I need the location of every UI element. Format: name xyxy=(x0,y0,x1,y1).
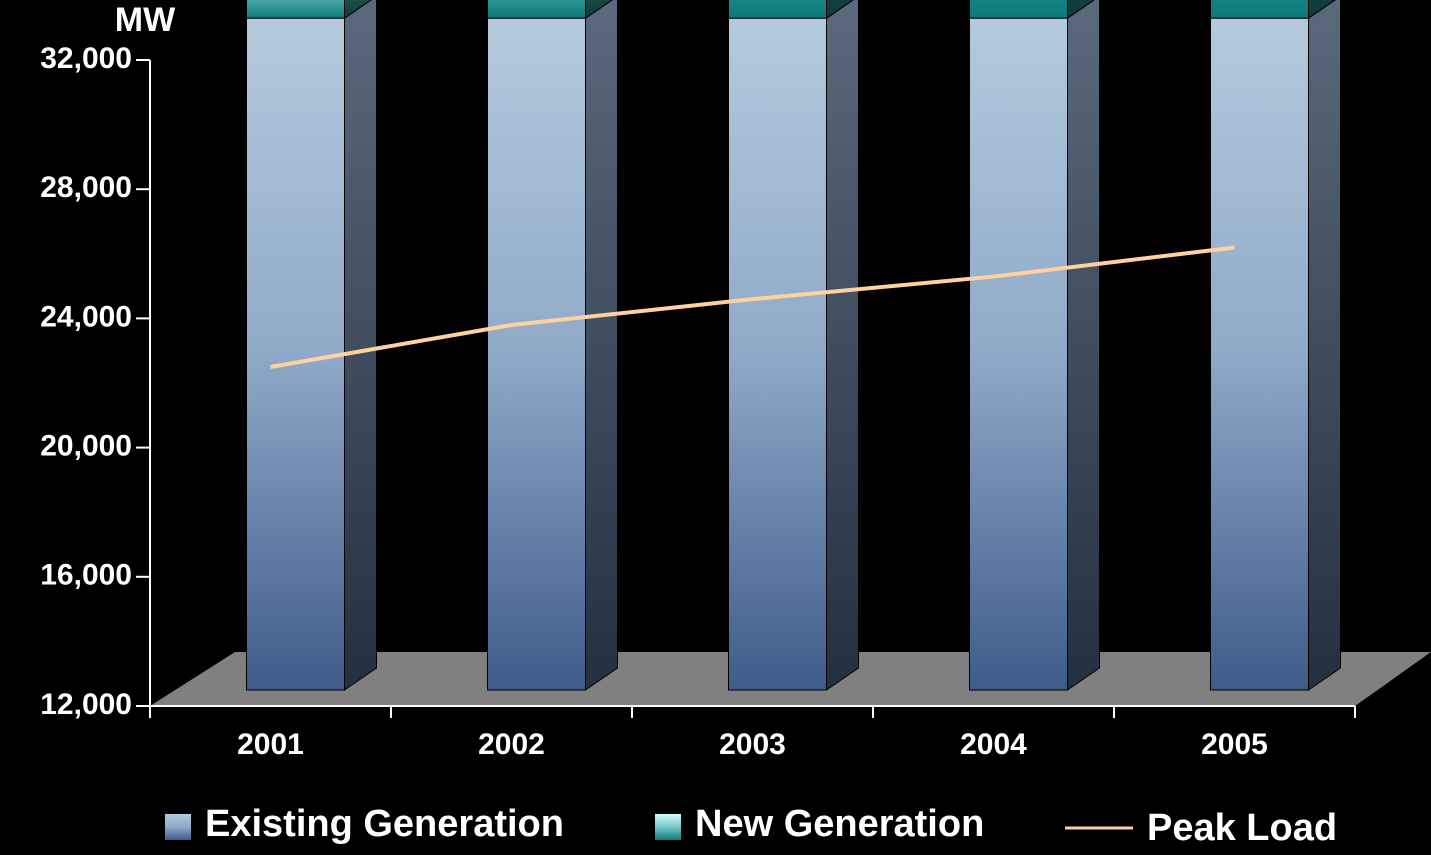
bar xyxy=(1210,17,1309,691)
y-tick-label: 32,000 xyxy=(40,42,132,75)
bar xyxy=(487,17,586,691)
x-tick-label: 2004 xyxy=(960,728,1027,761)
y-tick-label: 28,000 xyxy=(40,171,132,204)
bar-side xyxy=(1308,0,1341,691)
line xyxy=(270,245,1235,369)
x-tick-label: 2005 xyxy=(1201,728,1268,761)
y-tick-label: 16,000 xyxy=(40,559,132,592)
legend-label: Peak Load xyxy=(1147,807,1337,849)
bar-side xyxy=(1067,0,1100,691)
x-tick-label: 2003 xyxy=(719,728,786,761)
x-tick-label: 2001 xyxy=(237,728,304,761)
legend-label: Existing Generation xyxy=(205,803,564,845)
legend-swatch xyxy=(655,814,681,840)
bar xyxy=(1210,0,1309,19)
bar-side xyxy=(344,0,372,20)
legend-label: New Generation xyxy=(695,803,984,845)
bar xyxy=(246,17,345,691)
y-tick-label: 12,000 xyxy=(40,688,132,721)
bar-side xyxy=(826,0,859,691)
bar-side xyxy=(585,0,613,20)
y-tick-label: 24,000 xyxy=(40,300,132,333)
bar xyxy=(487,0,586,19)
y-axis-label: MW xyxy=(115,1,176,39)
bar-side xyxy=(1067,0,1095,20)
bar xyxy=(728,0,827,19)
bar xyxy=(969,17,1068,691)
y-tick-label: 20,000 xyxy=(40,430,132,463)
legend-swatch xyxy=(165,814,191,840)
x-tick-label: 2002 xyxy=(478,728,545,761)
bar xyxy=(728,17,827,691)
bar-side xyxy=(585,0,618,691)
bar xyxy=(969,0,1068,19)
bar-side xyxy=(1308,0,1336,20)
bar-side xyxy=(344,0,377,691)
bar-side xyxy=(826,0,854,20)
bar xyxy=(246,0,345,19)
